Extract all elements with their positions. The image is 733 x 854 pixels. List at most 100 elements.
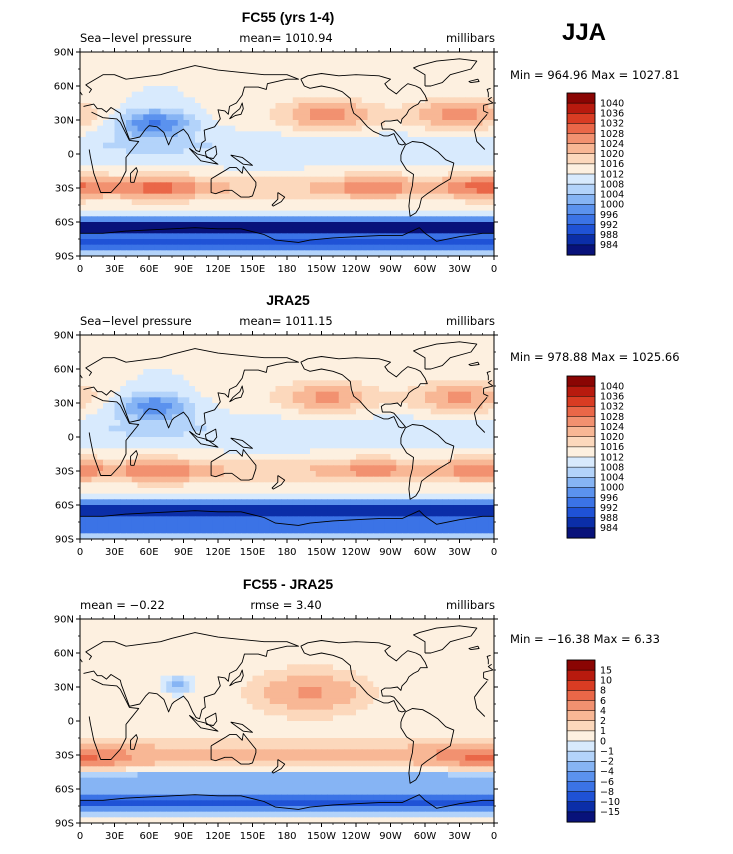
- field-cell: [459, 63, 466, 70]
- field-cell: [246, 454, 254, 461]
- field-cell: [465, 233, 472, 240]
- field-cell: [172, 397, 179, 404]
- field-cell: [425, 108, 432, 115]
- field-cell: [91, 171, 98, 178]
- field-cell: [413, 80, 420, 87]
- field-cell: [356, 431, 363, 438]
- field-cell: [367, 431, 374, 438]
- field-cell: [453, 193, 461, 200]
- field-cell: [235, 397, 242, 404]
- field-cell: [154, 369, 162, 376]
- field-cell: [465, 210, 472, 217]
- field-cell: [287, 414, 294, 421]
- field-cell: [384, 459, 392, 466]
- field-cell: [183, 499, 190, 506]
- field-cell: [131, 239, 139, 246]
- field-cell: [430, 465, 438, 472]
- field-cell: [344, 454, 351, 461]
- field-cell: [488, 137, 494, 144]
- field-cell: [166, 499, 173, 506]
- field-cell: [91, 154, 98, 161]
- field-cell: [298, 386, 305, 393]
- field-cell: [430, 352, 438, 359]
- field-cell: [442, 159, 449, 166]
- field-cell: [97, 80, 104, 87]
- field-cell: [103, 499, 110, 506]
- field-cell: [241, 227, 248, 234]
- field-cell: [154, 471, 162, 478]
- field-cell: [149, 340, 156, 347]
- field-cell: [338, 188, 346, 195]
- field-cell: [436, 352, 443, 359]
- field-cell: [212, 403, 219, 410]
- field-cell: [465, 171, 472, 178]
- field-cell: [425, 57, 432, 64]
- field-cell: [241, 165, 248, 172]
- field-cell: [206, 210, 213, 217]
- field-cell: [315, 233, 323, 240]
- field-cell: [476, 97, 484, 104]
- field-cell: [281, 222, 288, 229]
- field-cell: [143, 363, 150, 370]
- field-cell: [126, 159, 133, 166]
- field-cell: [413, 357, 420, 364]
- field-cell: [160, 193, 167, 200]
- field-cell: [137, 437, 144, 444]
- field-cell: [459, 414, 466, 421]
- field-cell: [442, 74, 449, 81]
- field-cell: [488, 103, 494, 110]
- field-cell: [390, 137, 397, 144]
- field-cell: [137, 448, 144, 455]
- field-cell: [350, 154, 357, 161]
- field-cell: [396, 465, 403, 472]
- field-cell: [269, 222, 277, 229]
- field-cell: [298, 114, 305, 121]
- field-cell: [177, 182, 185, 189]
- field-cell: [338, 97, 346, 104]
- field-cell: [154, 159, 162, 166]
- field-cell: [430, 103, 438, 110]
- field-cell: [390, 222, 397, 229]
- field-cell: [384, 103, 392, 110]
- field-cell: [476, 374, 484, 381]
- field-cell: [287, 459, 294, 466]
- field-cell: [396, 216, 403, 223]
- field-cell: [166, 210, 173, 217]
- field-cell: [298, 431, 305, 438]
- field-cell: [154, 210, 162, 217]
- field-cell: [143, 108, 150, 115]
- field-cell: [264, 340, 271, 347]
- field-cell: [189, 471, 196, 478]
- field-cell: [442, 357, 449, 364]
- field-cell: [108, 386, 116, 393]
- field-cell: [85, 148, 93, 155]
- field-cell: [258, 227, 265, 234]
- field-cell: [126, 193, 133, 200]
- field-cell: [131, 154, 139, 161]
- field-cell: [333, 57, 340, 64]
- field-cell: [425, 408, 432, 415]
- field-cell: [218, 493, 225, 500]
- field-cell: [252, 431, 259, 438]
- field-cell: [114, 171, 121, 178]
- field-cell: [258, 222, 265, 229]
- field-cell: [476, 86, 484, 93]
- field-cell: [206, 465, 213, 472]
- field-cell: [206, 488, 213, 495]
- field-cell: [402, 482, 409, 489]
- field-cell: [373, 57, 380, 64]
- field-cell: [172, 244, 179, 251]
- field-cell: [436, 335, 443, 342]
- field-cell: [160, 239, 167, 246]
- field-cell: [488, 408, 494, 415]
- field-cell: [488, 120, 494, 127]
- field-cell: [120, 210, 127, 217]
- field-cell: [103, 408, 110, 415]
- field-cell: [327, 414, 334, 421]
- field-cell: [327, 188, 334, 195]
- field-cell: [436, 442, 443, 449]
- field-cell: [465, 142, 472, 149]
- field-cell: [166, 465, 173, 472]
- field-cell: [235, 493, 242, 500]
- field-cell: [465, 448, 472, 455]
